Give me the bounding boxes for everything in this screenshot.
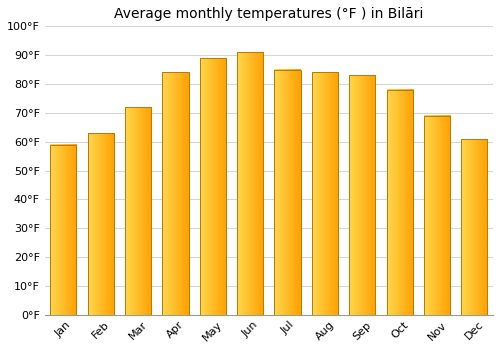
Title: Average monthly temperatures (°F ) in Bilāri: Average monthly temperatures (°F ) in Bi…	[114, 7, 424, 21]
